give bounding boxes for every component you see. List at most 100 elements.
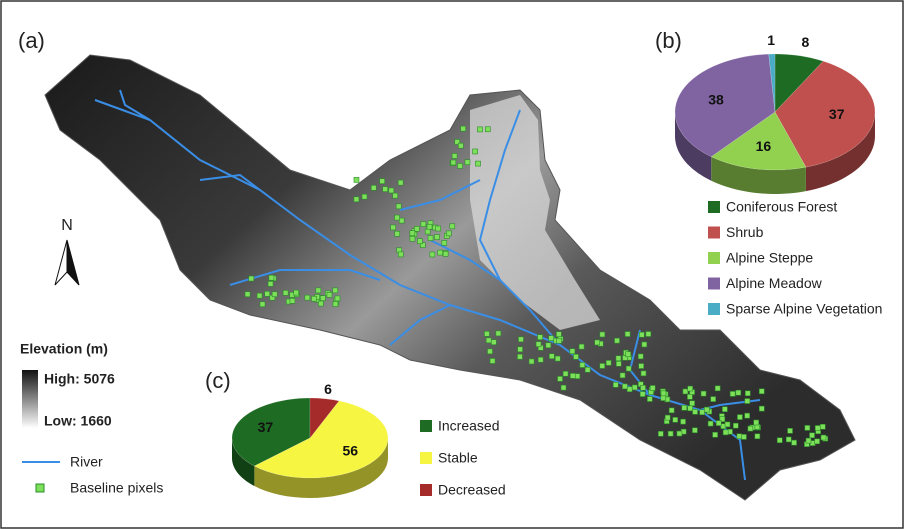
baseline-pixel bbox=[660, 395, 667, 401]
baseline-pixel bbox=[594, 339, 600, 346]
baseline-pixel bbox=[624, 331, 631, 337]
map: (a) N Elevation (m) High: 5076 Low: 1660… bbox=[18, 28, 856, 501]
baseline-pixel bbox=[267, 281, 274, 287]
baseline-pixel bbox=[537, 356, 544, 363]
value-label: 37 bbox=[258, 419, 274, 435]
baseline-pixel bbox=[426, 223, 433, 230]
baseline-pixel bbox=[676, 430, 683, 437]
baseline-pixel bbox=[472, 148, 478, 155]
baseline-pixel bbox=[454, 139, 461, 145]
baseline-pixel bbox=[560, 384, 567, 391]
baseline-pixel bbox=[744, 412, 750, 419]
baseline-pixel bbox=[437, 249, 443, 256]
baseline-pixel bbox=[326, 292, 333, 298]
baseline-pixel bbox=[379, 178, 385, 184]
baseline-pixel bbox=[318, 300, 324, 307]
pixel-swatch bbox=[35, 483, 45, 493]
baseline-pixel bbox=[787, 428, 793, 434]
baseline-pixel bbox=[637, 353, 644, 360]
baseline-pixel bbox=[557, 376, 563, 382]
baseline-pixel bbox=[398, 217, 405, 224]
baseline-pixel bbox=[394, 214, 400, 221]
baseline-pixel bbox=[397, 179, 404, 186]
legend-swatch bbox=[708, 252, 720, 264]
baseline-pixel bbox=[484, 126, 491, 133]
pie-slice bbox=[710, 111, 807, 171]
baseline-pixel bbox=[687, 394, 693, 400]
baseline-pixel bbox=[681, 405, 688, 411]
legend-label: Shrub bbox=[726, 224, 764, 240]
baseline-pixel bbox=[489, 358, 496, 364]
pie-slice bbox=[231, 397, 311, 467]
baseline-pixel bbox=[744, 390, 751, 397]
baseline-pixel bbox=[724, 421, 731, 428]
baseline-pixel bbox=[814, 438, 820, 445]
baseline-pixel bbox=[584, 366, 591, 373]
panel-label: (a) bbox=[18, 28, 45, 53]
baseline-pixel bbox=[785, 436, 792, 443]
baseline-pixel bbox=[753, 419, 759, 426]
baseline-pixel bbox=[311, 295, 317, 302]
value-label: 1 bbox=[767, 32, 775, 48]
legend-label: Alpine Steppe bbox=[726, 250, 813, 266]
baseline-pixel bbox=[704, 406, 710, 413]
legend-label: Coniferous Forest bbox=[726, 199, 837, 215]
high-valley bbox=[470, 95, 600, 330]
baseline-pixel bbox=[451, 153, 458, 159]
baseline-pixel bbox=[747, 425, 754, 432]
pie-side bbox=[254, 438, 388, 498]
pie-chart: (b) 8 Coniferous Forest 37 Shrub 16 Alpine Ste… bbox=[655, 28, 882, 317]
baseline-pixel bbox=[615, 361, 622, 367]
baseline-pixel bbox=[304, 294, 311, 301]
baseline-pixel bbox=[680, 418, 686, 425]
baseline-pixel bbox=[735, 389, 742, 396]
pie-side bbox=[232, 438, 255, 487]
baseline-pixel bbox=[417, 238, 423, 245]
baseline-pixel bbox=[710, 396, 716, 402]
river bbox=[199, 173, 261, 191]
legend-swatch bbox=[420, 420, 432, 432]
baseline-pixel bbox=[484, 331, 490, 337]
baseline-pixel bbox=[554, 355, 561, 362]
value-label: 37 bbox=[829, 106, 845, 122]
value-label: 16 bbox=[756, 138, 772, 154]
baseline-pixel bbox=[435, 225, 441, 232]
legend-swatch bbox=[708, 201, 720, 213]
baseline-pixel bbox=[244, 291, 251, 298]
baseline-pixel bbox=[639, 331, 645, 338]
baseline-pixel bbox=[449, 223, 456, 230]
baseline-pixel bbox=[640, 385, 646, 391]
baseline-pixel bbox=[619, 372, 626, 379]
legend-label: Sparse Alpine Vegetation bbox=[726, 301, 882, 317]
baseline-pixel bbox=[491, 339, 497, 345]
baseline-pixel bbox=[446, 230, 452, 237]
baseline-pixel bbox=[256, 292, 263, 299]
pie-slice bbox=[674, 53, 776, 157]
baseline-pixel bbox=[578, 343, 585, 350]
baseline-pixel bbox=[631, 384, 638, 391]
baseline-pixel bbox=[392, 192, 398, 199]
baseline-pixel bbox=[687, 385, 693, 392]
baseline-pixel bbox=[382, 186, 388, 192]
baseline-pixel bbox=[370, 185, 377, 191]
baseline-pixel bbox=[457, 163, 463, 169]
baseline-pixel bbox=[394, 230, 400, 237]
baseline-pixel bbox=[664, 414, 671, 421]
baseline-pixel bbox=[271, 291, 278, 298]
baseline-pixel bbox=[622, 355, 628, 361]
baseline-pixel bbox=[672, 417, 679, 423]
baseline-pixel bbox=[556, 338, 562, 344]
baseline-pixel bbox=[712, 431, 718, 438]
baseline-pixel bbox=[722, 406, 728, 413]
baseline-pixel bbox=[320, 295, 326, 301]
baseline-pixel bbox=[259, 301, 266, 308]
legend-label: Increased bbox=[438, 418, 499, 434]
legend-swatch bbox=[708, 277, 720, 290]
baseline-pixel bbox=[556, 331, 562, 337]
baseline-pixel bbox=[647, 396, 653, 402]
baseline-pixel bbox=[729, 391, 736, 397]
baseline-pixel bbox=[809, 432, 815, 439]
baseline-pixel bbox=[692, 427, 698, 434]
river bbox=[399, 179, 481, 211]
